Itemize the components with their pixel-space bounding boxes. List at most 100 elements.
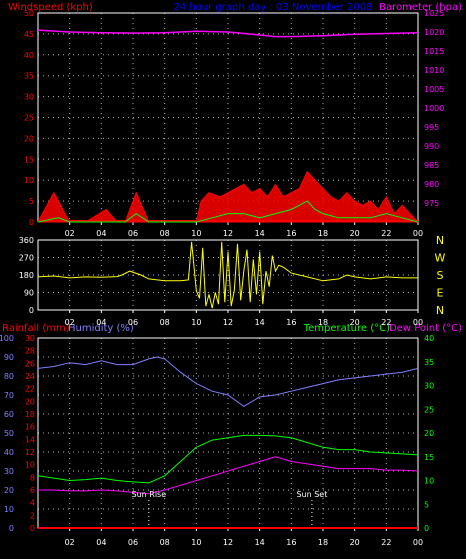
- clim-xtick-label-18: 18: [318, 538, 328, 547]
- rain-ytick-12: 12: [25, 448, 35, 457]
- clim-xtick-label-22: 22: [381, 538, 391, 547]
- temp-ytick-20: 20: [424, 429, 434, 438]
- rain-ytick-22: 22: [25, 385, 35, 394]
- wind-ytick-20: 20: [24, 134, 34, 143]
- wind-xtick-label-06: 06: [128, 229, 138, 238]
- wind-xtick-label-12: 12: [223, 229, 233, 238]
- humidity-ytick-80: 80: [4, 372, 14, 381]
- wind-xtick-label-16: 16: [286, 229, 296, 238]
- clim-xtick-label-06: 06: [128, 538, 138, 547]
- dir-xtick-label-10: 10: [191, 318, 201, 327]
- dir-xtick-label-04: 04: [96, 318, 106, 327]
- wind-ytick-45: 45: [24, 30, 34, 39]
- clim-xtick-label-12: 12: [223, 538, 233, 547]
- wind-xtick-label-18: 18: [318, 229, 328, 238]
- rain-ytick-20: 20: [25, 397, 35, 406]
- wind-xtick-label-22: 22: [381, 229, 391, 238]
- wind-xtick-label-14: 14: [255, 229, 265, 238]
- wind-xtick-label-08: 08: [160, 229, 170, 238]
- clim-xtick-label-00: 00: [413, 538, 423, 547]
- rain-ytick-4: 4: [30, 499, 35, 508]
- wind-ytick-50: 50: [24, 9, 34, 18]
- wind-ytick-40: 40: [24, 51, 34, 60]
- baro-ytick-1005: 1005: [424, 85, 444, 94]
- dir-xtick-label-18: 18: [318, 318, 328, 327]
- dir-ytick-180: 180: [19, 271, 34, 280]
- rain-ytick-10: 10: [25, 461, 35, 470]
- dir-xtick-label-20: 20: [350, 318, 360, 327]
- temperature-axis-title: Temperature (°C): [303, 323, 390, 334]
- dir-compass-1: W: [435, 252, 446, 265]
- baro-ytick-990: 990: [424, 142, 439, 151]
- baro-ytick-1000: 1000: [424, 104, 444, 113]
- rain-ytick-6: 6: [30, 486, 35, 495]
- sun-annotation-0: Sun Rise: [132, 490, 167, 499]
- temp-ytick-0: 0: [424, 524, 429, 533]
- wind-xtick-label-04: 04: [96, 229, 106, 238]
- dir-xtick-label-14: 14: [255, 318, 265, 327]
- rain-ytick-2: 2: [30, 511, 35, 520]
- baro-ytick-975: 975: [424, 199, 439, 208]
- humidity-ytick-40: 40: [4, 448, 14, 457]
- rain-ytick-8: 8: [30, 473, 35, 482]
- dir-xtick-label-12: 12: [223, 318, 233, 327]
- dewpoint-axis-title: Dew Point (°C): [389, 323, 462, 334]
- baro-ytick-995: 995: [424, 123, 439, 132]
- plots-layer: 0510152025303540455097598098599099510001…: [0, 9, 446, 547]
- temp-ytick-30: 30: [424, 382, 434, 391]
- dir-ytick-360: 360: [19, 236, 34, 245]
- humidity-axis-title: Humidity (%): [68, 323, 134, 334]
- rain-ytick-16: 16: [25, 423, 35, 432]
- wind-ytick-25: 25: [24, 114, 34, 123]
- dir-compass-0: N: [436, 234, 444, 247]
- wind-xtick-label-10: 10: [191, 229, 201, 238]
- clim-xtick-label-16: 16: [286, 538, 296, 547]
- dir-compass-3: E: [437, 287, 444, 300]
- clim-xtick-label-02: 02: [65, 538, 75, 547]
- temp-ytick-35: 35: [424, 358, 434, 367]
- wind-xtick-label-00: 00: [413, 229, 423, 238]
- humidity-ytick-20: 20: [4, 486, 14, 495]
- dir-compass-2: S: [437, 269, 444, 282]
- clim-xtick-label-14: 14: [255, 538, 265, 547]
- temp-ytick-40: 40: [424, 334, 434, 343]
- wind-ytick-10: 10: [24, 176, 34, 185]
- rain-ytick-0: 0: [30, 524, 35, 533]
- baro-ytick-980: 980: [424, 180, 439, 189]
- baro-axis-title: Barometer (hpa): [379, 2, 462, 13]
- wind-axis-title: Windspeed (kph): [8, 2, 93, 13]
- dir-compass-4: N: [436, 304, 444, 317]
- temp-ytick-10: 10: [424, 477, 434, 486]
- barometer-series: [37, 29, 419, 38]
- dir-xtick-label-22: 22: [381, 318, 391, 327]
- rain-ytick-14: 14: [25, 435, 35, 444]
- baro-ytick-985: 985: [424, 161, 439, 170]
- dir-xtick-label-06: 06: [128, 318, 138, 327]
- humidity-ytick-100: 100: [0, 334, 14, 343]
- temp-ytick-25: 25: [424, 405, 434, 414]
- dir-ytick-0: 0: [29, 306, 34, 315]
- baro-ytick-1020: 1020: [424, 28, 444, 37]
- temp-ytick-15: 15: [424, 453, 434, 462]
- sun-annotation-1: Sun Set: [296, 490, 327, 499]
- wind-ytick-0: 0: [29, 218, 34, 227]
- humidity-ytick-0: 0: [9, 524, 14, 533]
- baro-ytick-1025: 1025: [424, 9, 444, 18]
- gust-series: [37, 170, 420, 223]
- dewpoint-series: [38, 456, 419, 495]
- humidity-ytick-10: 10: [4, 505, 14, 514]
- baro-ytick-1015: 1015: [424, 47, 444, 56]
- dir-ytick-90: 90: [24, 289, 34, 298]
- dir-xtick-label-00: 00: [413, 318, 423, 327]
- rain-ytick-26: 26: [25, 359, 35, 368]
- humidity-series: [37, 356, 419, 407]
- rain-axis-title: Rainfall (mm): [2, 323, 70, 334]
- average-wind-series: [37, 200, 419, 223]
- dir-xtick-label-08: 08: [160, 318, 170, 327]
- wind-ytick-30: 30: [24, 93, 34, 102]
- wind-ytick-5: 5: [29, 197, 34, 206]
- wind-ytick-15: 15: [24, 155, 34, 164]
- clim-xtick-label-08: 08: [160, 538, 170, 547]
